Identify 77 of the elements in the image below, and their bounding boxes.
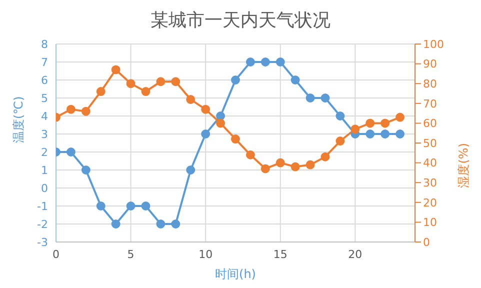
point xyxy=(186,166,196,174)
point xyxy=(201,104,210,114)
point xyxy=(306,160,315,170)
point xyxy=(366,118,375,128)
y2-tick-label: 70 xyxy=(423,97,437,110)
point xyxy=(260,164,270,174)
y2-tick-label: 50 xyxy=(423,136,437,150)
point xyxy=(350,124,360,134)
point xyxy=(290,76,300,84)
y-tick-label: 8 xyxy=(41,38,48,51)
y2-tick-label: 30 xyxy=(423,176,437,190)
point xyxy=(156,220,166,228)
point xyxy=(380,130,390,138)
point xyxy=(96,87,106,96)
point xyxy=(320,94,330,102)
y-tick-label: -2 xyxy=(37,218,48,231)
point xyxy=(396,130,405,138)
y2-tick-label: 80 xyxy=(423,78,437,91)
point xyxy=(216,118,226,128)
x-axis-title: 时间(h) xyxy=(215,267,256,281)
point xyxy=(81,166,90,174)
point xyxy=(96,202,106,210)
point xyxy=(66,148,76,156)
point xyxy=(171,77,180,86)
point xyxy=(380,118,390,128)
y2-tick-label: 100 xyxy=(423,38,444,51)
chart-title: 某城市一天内天气状况 xyxy=(150,9,332,32)
y2-tick-label: 90 xyxy=(423,58,437,71)
point xyxy=(81,106,90,116)
y-tick-label: 7 xyxy=(41,56,48,69)
y2-axis-title: 湿度(%) xyxy=(456,143,470,188)
point xyxy=(66,104,76,114)
point xyxy=(396,112,405,122)
point xyxy=(231,134,240,144)
y-tick-label: 6 xyxy=(41,74,48,87)
point xyxy=(260,58,270,66)
y-tick-label: 4 xyxy=(41,110,48,123)
y-tick-label: 0 xyxy=(41,182,48,195)
y-axis-title: 温度(℃) xyxy=(11,96,26,143)
point xyxy=(276,158,285,168)
point xyxy=(336,136,345,146)
point xyxy=(290,162,300,172)
point xyxy=(336,112,345,120)
point xyxy=(246,150,255,160)
y-tick-label: 1 xyxy=(41,164,48,177)
x-tick-label: 5 xyxy=(127,248,134,261)
y2-tick-label: 0 xyxy=(423,236,430,249)
point xyxy=(246,58,255,66)
point xyxy=(141,87,150,96)
point xyxy=(111,220,120,228)
point xyxy=(231,76,240,84)
point xyxy=(111,65,120,74)
point xyxy=(366,130,375,138)
y-tick-label: 2 xyxy=(41,146,48,159)
point xyxy=(186,94,196,104)
x-tick-label: 15 xyxy=(273,248,288,261)
point xyxy=(126,79,136,88)
point xyxy=(216,112,226,120)
y-tick-label: 3 xyxy=(41,128,48,141)
point xyxy=(201,130,210,138)
x-tick-label: 0 xyxy=(52,248,60,261)
y2-tick-label: 20 xyxy=(423,196,437,210)
point xyxy=(141,202,150,210)
y-tick-label: -3 xyxy=(37,236,48,249)
y2-tick-label: 40 xyxy=(423,156,437,170)
y-tick-label: 5 xyxy=(41,92,48,105)
point xyxy=(171,220,180,228)
point xyxy=(126,202,136,210)
x-tick-label: 20 xyxy=(348,248,362,261)
point xyxy=(320,152,330,162)
x-tick-label: 10 xyxy=(198,248,213,261)
point xyxy=(276,58,285,66)
y2-tick-label: 10 xyxy=(423,216,437,230)
y2-tick-label: 60 xyxy=(423,117,437,130)
point xyxy=(156,77,166,86)
point xyxy=(306,94,315,102)
y-tick-label: -1 xyxy=(37,200,48,213)
